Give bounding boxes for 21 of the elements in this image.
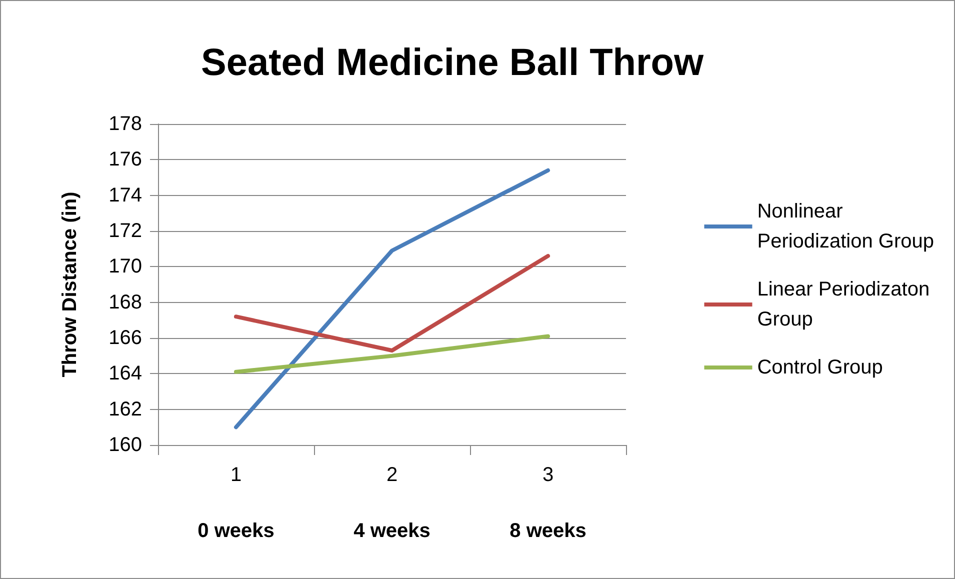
y-tick-label: 176 [108,148,142,171]
y-tick-label: 172 [108,220,142,242]
text: 8 weeks [510,520,586,542]
y-tick-label: 160 [108,434,142,456]
y-tick-label: 166 [108,327,142,349]
y-tick-label: 170 [108,256,142,278]
legend-label: Nonlinear Periodization Group [757,200,934,252]
x-tick-label: 1 [230,464,242,486]
y-tick-label: 174 [108,184,142,206]
text: 0 weeks [198,520,274,542]
chart-title: Seated Medicine Ball Throw [201,42,704,84]
text: 4 weeks [354,520,430,542]
y-tick-label: 164 [108,362,142,385]
legend-label: Linear Periodizaton Group [757,278,930,330]
y-tick-label: 178 [108,113,142,135]
x-tick-label: 3 [542,464,554,486]
x-tick-label: 2 [386,464,398,486]
y-axis-title: Throw Distance (in) [59,192,81,378]
legend-label: Control Group [757,356,883,378]
y-tick-label: 168 [108,291,142,314]
y-tick-label: 162 [108,398,142,420]
